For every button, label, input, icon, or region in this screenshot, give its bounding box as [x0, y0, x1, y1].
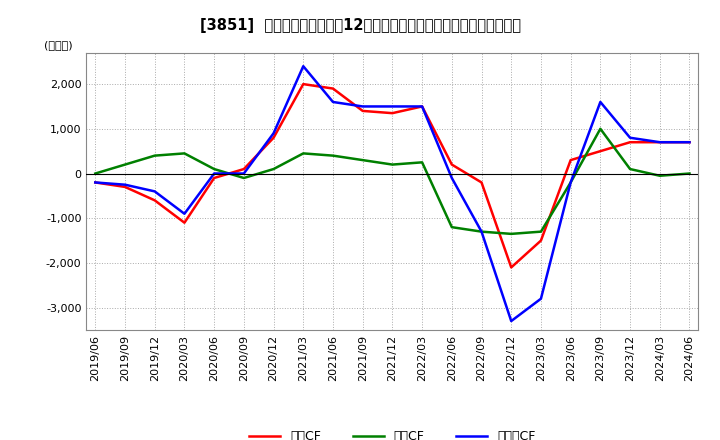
- 投資CF: [240, 176, 248, 181]
- フリーCF: [418, 104, 426, 109]
- フリーCF: [626, 135, 634, 140]
- フリーCF: [299, 63, 307, 69]
- 投資CF: [507, 231, 516, 237]
- 営業CF: [299, 81, 307, 87]
- 営業CF: [626, 139, 634, 145]
- フリーCF: [121, 182, 130, 187]
- 営業CF: [685, 139, 694, 145]
- Legend: 営業CF, 投資CF, フリーCF: 営業CF, 投資CF, フリーCF: [244, 425, 541, 440]
- 営業CF: [269, 135, 278, 140]
- フリーCF: [269, 131, 278, 136]
- 営業CF: [359, 108, 367, 114]
- 営業CF: [536, 238, 545, 243]
- 投資CF: [477, 229, 486, 234]
- フリーCF: [655, 139, 664, 145]
- 営業CF: [210, 176, 218, 181]
- 投資CF: [655, 173, 664, 178]
- 営業CF: [448, 162, 456, 167]
- 投資CF: [448, 224, 456, 230]
- 投資CF: [91, 171, 99, 176]
- 投資CF: [269, 166, 278, 172]
- 営業CF: [567, 158, 575, 163]
- 営業CF: [240, 166, 248, 172]
- フリーCF: [536, 296, 545, 301]
- 営業CF: [328, 86, 337, 91]
- Text: [3851]  キャッシュフローの12か月移動合計の対前年同期増減額の推移: [3851] キャッシュフローの12か月移動合計の対前年同期増減額の推移: [199, 18, 521, 33]
- フリーCF: [388, 104, 397, 109]
- Line: 営業CF: 営業CF: [95, 84, 690, 268]
- フリーCF: [328, 99, 337, 105]
- フリーCF: [150, 189, 159, 194]
- 営業CF: [91, 180, 99, 185]
- 投資CF: [299, 151, 307, 156]
- 投資CF: [388, 162, 397, 167]
- 営業CF: [418, 104, 426, 109]
- 投資CF: [180, 151, 189, 156]
- フリーCF: [210, 171, 218, 176]
- 営業CF: [180, 220, 189, 225]
- 営業CF: [121, 184, 130, 190]
- Text: (百万円): (百万円): [43, 40, 72, 50]
- フリーCF: [448, 176, 456, 181]
- 営業CF: [150, 198, 159, 203]
- Line: フリーCF: フリーCF: [95, 66, 690, 321]
- フリーCF: [359, 104, 367, 109]
- フリーCF: [596, 99, 605, 105]
- フリーCF: [477, 229, 486, 234]
- Line: 投資CF: 投資CF: [95, 129, 690, 234]
- 営業CF: [507, 265, 516, 270]
- 投資CF: [626, 166, 634, 172]
- 営業CF: [596, 149, 605, 154]
- 投資CF: [418, 160, 426, 165]
- 投資CF: [150, 153, 159, 158]
- フリーCF: [507, 319, 516, 324]
- 営業CF: [388, 110, 397, 116]
- フリーCF: [240, 171, 248, 176]
- 投資CF: [328, 153, 337, 158]
- フリーCF: [180, 211, 189, 216]
- 投資CF: [210, 166, 218, 172]
- フリーCF: [685, 139, 694, 145]
- フリーCF: [91, 180, 99, 185]
- 投資CF: [536, 229, 545, 234]
- 営業CF: [655, 139, 664, 145]
- 投資CF: [685, 171, 694, 176]
- 投資CF: [567, 180, 575, 185]
- フリーCF: [567, 180, 575, 185]
- 投資CF: [359, 158, 367, 163]
- 投資CF: [596, 126, 605, 132]
- 投資CF: [121, 162, 130, 167]
- 営業CF: [477, 180, 486, 185]
